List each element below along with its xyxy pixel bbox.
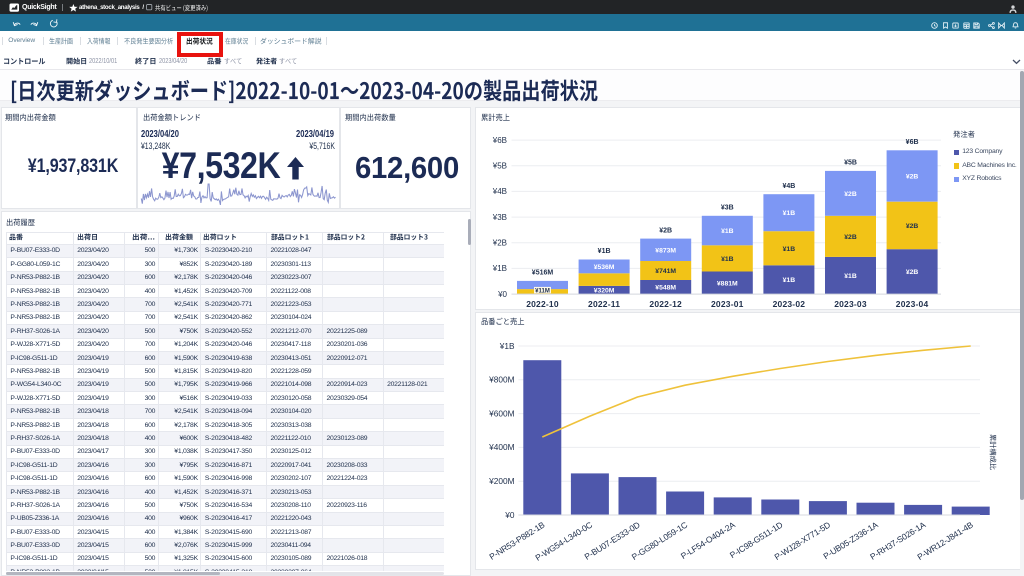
svg-text:2023-02: 2023-02 [773, 299, 806, 309]
svg-text:¥2B: ¥2B [844, 191, 857, 198]
svg-text:¥881M: ¥881M [717, 280, 738, 287]
svg-text:¥200M: ¥200M [488, 476, 514, 486]
svg-text:¥1B: ¥1B [598, 248, 611, 255]
svg-text:¥5B: ¥5B [492, 162, 507, 171]
svg-text:¥2B: ¥2B [659, 227, 672, 234]
svg-text:¥1B: ¥1B [783, 210, 796, 217]
svg-text:2023-03: 2023-03 [834, 299, 867, 309]
svg-text:¥800M: ¥800M [488, 374, 514, 384]
svg-text:¥4B: ¥4B [782, 183, 795, 190]
svg-text:2022-12: 2022-12 [649, 299, 682, 309]
svg-text:¥3B: ¥3B [492, 213, 507, 222]
svg-text:¥536M: ¥536M [594, 264, 615, 271]
svg-text:¥6B: ¥6B [492, 136, 507, 145]
svg-text:2022-11: 2022-11 [588, 299, 620, 309]
svg-text:¥0: ¥0 [504, 509, 515, 519]
svg-text:2023-04: 2023-04 [896, 299, 929, 309]
svg-text:¥1B: ¥1B [492, 264, 507, 273]
svg-text:¥2B: ¥2B [492, 239, 507, 248]
svg-text:¥3B: ¥3B [721, 205, 734, 212]
svg-text:¥1B: ¥1B [721, 256, 734, 263]
svg-text:¥400M: ¥400M [488, 442, 514, 452]
svg-text:¥11M: ¥11M [535, 288, 550, 294]
svg-text:¥741M: ¥741M [655, 268, 676, 275]
svg-text:¥1B: ¥1B [783, 246, 796, 253]
svg-text:¥1B: ¥1B [499, 340, 515, 350]
svg-text:¥2B: ¥2B [844, 234, 857, 241]
svg-text:¥1B: ¥1B [783, 277, 796, 284]
svg-text:¥2B: ¥2B [906, 223, 919, 230]
svg-text:¥516M: ¥516M [532, 270, 554, 277]
svg-text:¥2B: ¥2B [906, 269, 919, 276]
svg-text:¥1B: ¥1B [844, 273, 857, 280]
svg-text:¥873M: ¥873M [655, 247, 676, 254]
svg-text:¥6B: ¥6B [906, 139, 919, 146]
svg-text:¥548M: ¥548M [655, 285, 676, 292]
svg-text:¥1B: ¥1B [721, 228, 734, 235]
svg-text:P-LF54-O404-2A: P-LF54-O404-2A [679, 519, 737, 561]
svg-text:¥600M: ¥600M [488, 408, 514, 418]
svg-text:¥4B: ¥4B [492, 187, 507, 196]
svg-text:¥5B: ¥5B [844, 160, 857, 167]
svg-text:2023-01: 2023-01 [711, 299, 744, 309]
svg-text:¥320M: ¥320M [594, 288, 615, 295]
svg-text:2022-10: 2022-10 [526, 299, 559, 309]
svg-text:¥2B: ¥2B [906, 174, 919, 181]
svg-text:¥0: ¥0 [497, 290, 507, 299]
